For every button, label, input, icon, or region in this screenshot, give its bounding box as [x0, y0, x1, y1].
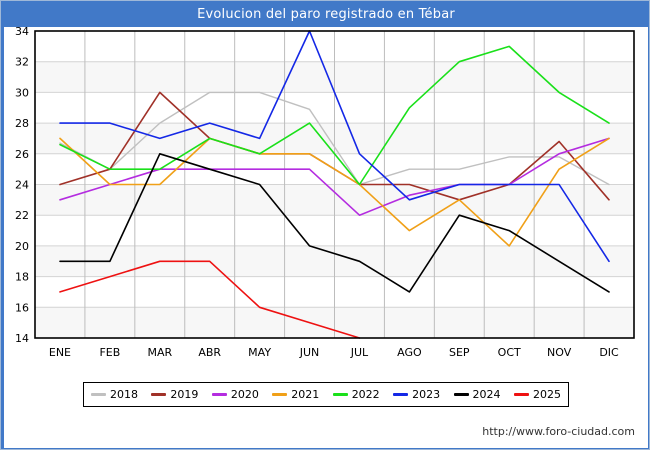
y-tick-label: 26 — [15, 148, 29, 161]
legend-item-2024[interactable]: 2024 — [453, 388, 501, 401]
series-line-2024 — [59, 153, 610, 293]
title-bar: Evolucion del paro registrado en Tébar — [1, 1, 649, 27]
legend-item-2023[interactable]: 2023 — [393, 388, 440, 401]
legend-label: 2022 — [351, 388, 380, 401]
legend-swatch-icon — [453, 393, 469, 396]
data-series-group — [59, 30, 610, 339]
series-line-2022 — [59, 45, 610, 186]
legend-item-2025[interactable]: 2025 — [513, 388, 561, 401]
y-tick-label: 16 — [15, 301, 29, 314]
window-left-rail — [1, 1, 4, 449]
plot-frame — [34, 30, 635, 339]
legend-item-2020[interactable]: 2020 — [211, 388, 259, 401]
chart-legend: 2018 2019 2020 2021 2022 2023 2024 2025 — [83, 382, 569, 407]
y-axis-tick-labels: 14 16 18 20 22 24 26 28 30 32 34 — [15, 27, 29, 345]
x-tick-label-MAY: MAY — [248, 346, 271, 359]
legend-label: 2025 — [532, 388, 561, 401]
y-tick-label: 28 — [15, 117, 29, 130]
x-tick-label-AGO: AGO — [397, 346, 422, 359]
y-tick-label: 34 — [15, 27, 29, 38]
legend-swatch-icon — [211, 393, 227, 396]
legend-swatch-icon — [151, 393, 167, 396]
chart-plot-area: 14 16 18 20 22 24 26 28 30 32 34 ENE FEB MAR ABR MAY JU… — [1, 27, 649, 367]
legend-item-2019[interactable]: 2019 — [151, 388, 198, 401]
legend-item-2021[interactable]: 2021 — [272, 388, 319, 401]
x-tick-label-NOV: NOV — [547, 346, 572, 359]
x-tick-label-ABR: ABR — [198, 346, 221, 359]
x-tick-label-SEP: SEP — [449, 346, 470, 359]
legend-label: 2019 — [170, 388, 199, 401]
x-axis-tick-labels: ENE FEB MAR ABR MAY JUN JUL AGO SEP OCT NOV DIC — [49, 346, 619, 359]
x-tick-label-JUL: JUL — [350, 346, 369, 359]
legend-swatch-icon — [91, 393, 106, 396]
x-tick-label-JUN: JUN — [299, 346, 320, 359]
x-tick-label-FEB: FEB — [99, 346, 120, 359]
y-tick-label: 30 — [15, 86, 29, 99]
legend-label: 2023 — [412, 388, 441, 401]
legend-swatch-icon — [272, 393, 288, 396]
legend-swatch-icon — [513, 393, 529, 396]
legend-item-2022[interactable]: 2022 — [332, 388, 380, 401]
x-tick-label-ENE: ENE — [49, 346, 71, 359]
series-line-2021 — [59, 137, 610, 247]
legend-label: 2018 — [110, 388, 138, 401]
series-line-2025 — [59, 260, 361, 339]
y-tick-label: 14 — [15, 332, 29, 345]
legend-swatch-icon — [393, 393, 409, 396]
y-tick-label: 24 — [15, 179, 29, 192]
series-line-2018 — [59, 91, 610, 186]
legend-label: 2021 — [291, 388, 320, 401]
legend-label: 2020 — [230, 388, 259, 401]
y-tick-label: 22 — [15, 209, 29, 222]
legend-swatch-icon — [332, 393, 348, 396]
line-chart-svg: 14 16 18 20 22 24 26 28 30 32 34 ENE FEB MAR ABR MAY JU… — [15, 27, 635, 359]
x-tick-label-OCT: OCT — [498, 346, 521, 359]
series-line-2023 — [59, 30, 610, 263]
legend-label: 2024 — [472, 388, 501, 401]
y-tick-label: 32 — [15, 56, 29, 69]
y-tick-label: 20 — [15, 240, 29, 253]
x-tick-label-MAR: MAR — [147, 346, 172, 359]
page-title: Evolucion del paro registrado en Tébar — [197, 6, 455, 22]
window-right-rail — [648, 1, 649, 449]
window-bottom-rail — [1, 448, 649, 449]
y-tick-label: 18 — [15, 271, 29, 284]
source-url: http://www.foro-ciudad.com — [482, 425, 635, 438]
legend-item-2018[interactable]: 2018 — [91, 388, 138, 401]
x-tick-label-DIC: DIC — [599, 346, 619, 359]
